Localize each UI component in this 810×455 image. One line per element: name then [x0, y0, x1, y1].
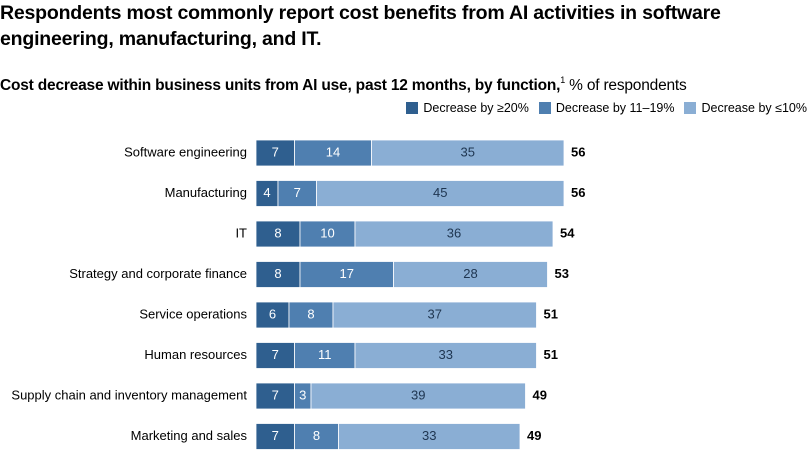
legend-item-high: Decrease by ≥20% — [406, 101, 529, 115]
segment-value-label: 7 — [294, 185, 301, 200]
bar-segment — [393, 261, 548, 288]
bar-segment — [255, 220, 301, 248]
total-value-label: 56 — [571, 144, 585, 159]
segment-value-label: 4 — [263, 185, 270, 200]
segment-value-label: 7 — [272, 144, 279, 159]
segment-value-label: 7 — [272, 347, 279, 362]
bar-segment — [332, 301, 537, 329]
bar-segment — [255, 382, 295, 410]
subtitle-unit: % of respondents — [565, 77, 687, 94]
total-value-label: 53 — [555, 266, 569, 281]
legend-label-low: Decrease by ≤10% — [701, 101, 807, 115]
total-value-label: 51 — [544, 306, 558, 321]
segment-value-label: 10 — [320, 225, 334, 240]
category-label: Manufacturing — [165, 185, 247, 200]
category-label: Marketing and sales — [131, 428, 248, 443]
total-value-label: 49 — [533, 387, 547, 402]
total-value-label: 56 — [571, 185, 585, 200]
segment-value-label: 35 — [461, 144, 475, 159]
total-value-label: 51 — [544, 347, 558, 362]
chart-subtitle: Cost decrease within business units from… — [0, 70, 805, 96]
total-value-label: 54 — [560, 225, 575, 240]
segment-value-label: 33 — [439, 347, 453, 362]
segment-value-label: 7 — [272, 387, 279, 402]
segment-value-label: 37 — [428, 306, 442, 321]
category-label: Supply chain and inventory management — [11, 387, 247, 402]
segment-value-label: 8 — [274, 225, 281, 240]
bar-row: Service operations 6 8 37 51 — [139, 301, 558, 329]
bar-segment — [354, 342, 537, 369]
bar-segment — [294, 423, 339, 450]
bar-row: Supply chain and inventory management 7 3 3… — [11, 382, 547, 410]
footnote-marker: 1 — [560, 75, 566, 85]
bar-row: Strategy and corporate finance 8 17 28 53 — [69, 261, 569, 288]
legend-item-low: Decrease by ≤10% — [684, 101, 807, 115]
subtitle-main: Cost decrease within business units from… — [0, 77, 561, 94]
segment-value-label: 8 — [313, 428, 320, 443]
category-label: Strategy and corporate finance — [69, 266, 247, 281]
legend-item-mid: Decrease by 11–19% — [538, 101, 675, 115]
segment-value-label: 11 — [318, 347, 332, 362]
category-label: Human resources — [144, 347, 247, 362]
legend-label-high: Decrease by ≥20% — [423, 101, 529, 115]
bar-segment — [371, 139, 565, 167]
category-label: Software engineering — [124, 144, 247, 159]
segment-value-label: 39 — [411, 387, 425, 402]
bar-segment — [299, 261, 394, 288]
bar-segment — [294, 342, 356, 369]
legend-swatch-high — [406, 102, 419, 114]
legend: Decrease by ≥20% Decrease by 11–19% Decr… — [396, 101, 807, 115]
segment-value-label: 17 — [340, 266, 354, 281]
chart-title: Respondents most commonly report cost be… — [0, 2, 721, 50]
bar-row: Manufacturing 4 7 45 56 — [165, 180, 585, 207]
segment-value-label: 28 — [463, 266, 477, 281]
bar-row: Human resources 7 11 33 51 — [144, 342, 558, 369]
segment-value-label: 14 — [326, 144, 340, 159]
bar-segment — [310, 382, 526, 410]
legend-swatch-low — [684, 102, 697, 114]
bar-row: Marketing and sales 7 8 33 49 — [131, 423, 541, 450]
segment-value-label: 3 — [299, 387, 306, 402]
legend-label-mid: Decrease by 11–19% — [555, 101, 675, 115]
bar-segment — [354, 220, 554, 248]
segment-value-label: 8 — [307, 306, 314, 321]
bar-segment — [255, 139, 295, 167]
bar-segment — [288, 301, 334, 329]
segment-value-label: 33 — [422, 428, 436, 443]
total-value-label: 49 — [527, 428, 541, 443]
legend-swatch-mid — [538, 102, 551, 114]
segment-value-label: 6 — [269, 306, 276, 321]
segment-value-label: 7 — [272, 428, 279, 443]
bar-row: Software engineering 7 14 35 56 — [124, 139, 585, 167]
bar-segment — [338, 423, 521, 450]
category-label: Service operations — [139, 306, 247, 321]
bar-segment — [316, 180, 565, 207]
segment-value-label: 8 — [274, 266, 281, 281]
segment-value-label: 36 — [447, 225, 461, 240]
bar-row: IT 8 10 36 54 — [235, 220, 575, 248]
segment-value-label: 45 — [433, 185, 447, 200]
category-label: IT — [235, 225, 247, 240]
